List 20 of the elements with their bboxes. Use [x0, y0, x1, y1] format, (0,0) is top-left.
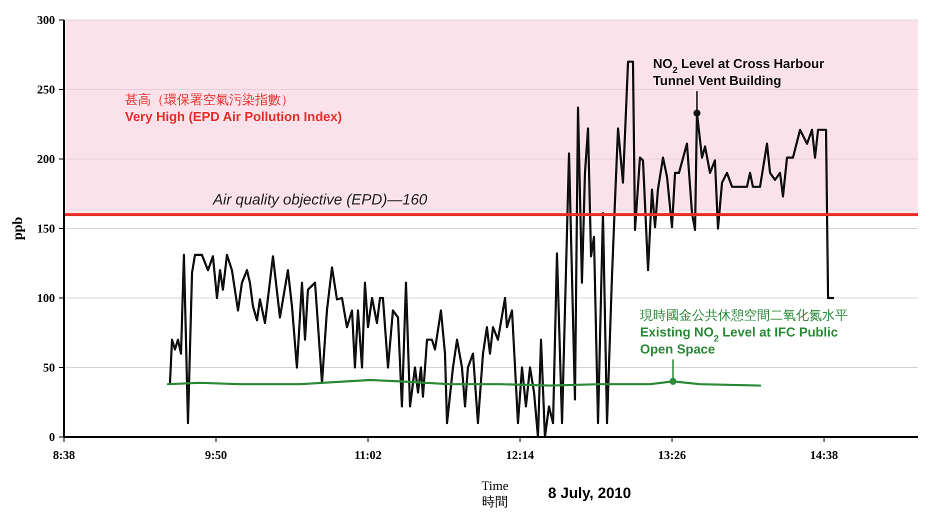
y-tick-label: 250 [37, 82, 55, 97]
x-tick-label: 11:02 [354, 448, 382, 462]
ref-line-label: Air quality objective (EPD)—160 [212, 192, 428, 209]
band-label: 甚高（環保署空氣污染指數） Very High (EPD Air Pollution Index) [125, 92, 342, 124]
x-tick-label: 9:50 [205, 448, 228, 462]
x-tick-label: 12:14 [506, 448, 534, 462]
x-tick-label: 8:38 [53, 448, 75, 462]
text: 8 July, 2010 [548, 485, 632, 502]
x-axis-title: Time 時間 [482, 478, 509, 509]
x-tick-label: 13:26 [658, 448, 686, 462]
y-axis-title: ppb [11, 216, 26, 240]
y-tick-label: 200 [37, 152, 55, 166]
y-tick-label: 100 [37, 291, 55, 306]
annotation: 現時國金公共休憩空間二氧化氮水平 Existing NO$_{2}$ Level at IFC Public Open Space [640, 307, 848, 356]
y-tick-label: 0 [49, 430, 55, 444]
y-tick-label: 150 [37, 222, 55, 236]
y-tick-label: 300 [37, 13, 55, 28]
x-tick-label: 14:38 [810, 448, 838, 462]
annotation: NO$_{2}$ Level at Cross Harbour Tunnel Vent Building [652, 56, 824, 88]
y-tick-label: 50 [43, 360, 55, 375]
